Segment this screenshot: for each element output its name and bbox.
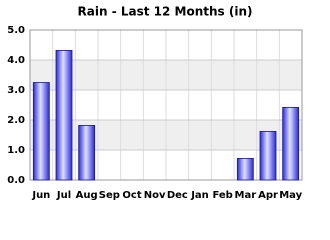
bar	[282, 107, 300, 181]
x-tick-label: Nov	[144, 190, 166, 201]
y-tick-label: 1.0	[7, 145, 25, 156]
x-tick-label: Jun	[31, 190, 50, 201]
chart: Rain - Last 12 Months (in) 0.0 1.0 2.0 3.0 4…	[7, 5, 303, 202]
y-tick-label: 2.0	[7, 115, 25, 126]
bar	[32, 82, 50, 181]
bar	[55, 50, 73, 181]
x-tick-label: Sep	[99, 190, 120, 201]
x-tick-label: Dec	[167, 190, 188, 201]
plot-frame	[29, 29, 303, 181]
x-tick-label: Jul	[56, 190, 71, 201]
x-tick-label: Oct	[122, 190, 141, 201]
y-tick-label: 3.0	[7, 85, 25, 96]
chart-title: Rain - Last 12 Months (in)	[78, 5, 253, 19]
x-tick-label: Feb	[212, 190, 232, 201]
y-tick-label: 4.0	[7, 55, 25, 66]
bar	[259, 130, 277, 181]
x-tick-label: Mar	[235, 190, 257, 201]
bar	[78, 125, 96, 181]
y-tick-label: 0.0	[7, 175, 25, 186]
bar	[236, 157, 254, 181]
x-tick-label: Aug	[76, 190, 98, 201]
x-tick-label: Jan	[190, 190, 209, 201]
x-tick-label: Apr	[258, 190, 278, 201]
x-tick-label: May	[279, 190, 302, 201]
y-tick-label: 5.0	[7, 25, 25, 36]
